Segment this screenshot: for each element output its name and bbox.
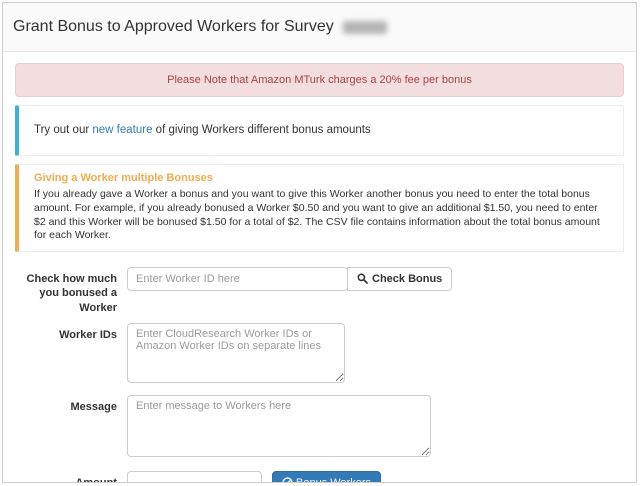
check-bonus-row: Check how much you bonused a Worker Chec… [15,266,624,315]
new-feature-callout: Try out our new feature of giving Worker… [15,105,624,156]
check-bonus-worker-id-input[interactable] [127,266,348,291]
multiple-bonuses-title: Giving a Worker multiple Bonuses [34,171,213,184]
amount-input[interactable] [127,470,262,482]
feature-text-post: of giving Workers different bonus amount… [152,124,371,136]
check-bonus-input-group: Check Bonus [127,266,453,291]
worker-ids-label: Worker IDs [59,328,117,341]
panel-heading: Grant Bonus to Approved Workers for Surv… [3,3,636,52]
message-row: Message [15,394,624,457]
survey-id-redacted [342,20,387,34]
message-textarea[interactable] [127,394,431,457]
check-bonus-button-label: Check Bonus [372,272,443,285]
check-bonus-button[interactable]: Check Bonus [347,266,453,291]
amount-label: Amount [75,476,117,483]
new-feature-link[interactable]: new feature [92,124,153,136]
page-title: Grant Bonus to Approved Workers for Surv… [13,18,334,35]
search-icon [357,273,368,285]
multiple-bonuses-body: If you already gave a Worker a bonus and… [34,188,600,242]
mturk-fee-alert: Please Note that Amazon MTurk charges a … [15,63,624,97]
bonus-form: Check how much you bonused a Worker Chec… [3,260,636,483]
message-label: Message [70,400,117,413]
bonus-workers-button-label: Bonus Workers [296,476,371,483]
check-circle-icon [282,477,293,482]
feature-text-pre: Try out our [34,124,93,136]
multiple-bonuses-callout: Giving a Worker multiple Bonuses If you … [15,163,624,252]
check-bonus-label: Check how much you bonused a Worker [26,272,117,314]
bonus-workers-button[interactable]: Bonus Workers [272,470,381,483]
worker-ids-row: Worker IDs [15,322,624,383]
amount-row: Amount Bonus Workers [15,470,624,483]
mturk-fee-alert-text: Please Note that Amazon MTurk charges a … [167,74,472,86]
worker-ids-textarea[interactable] [127,322,345,383]
